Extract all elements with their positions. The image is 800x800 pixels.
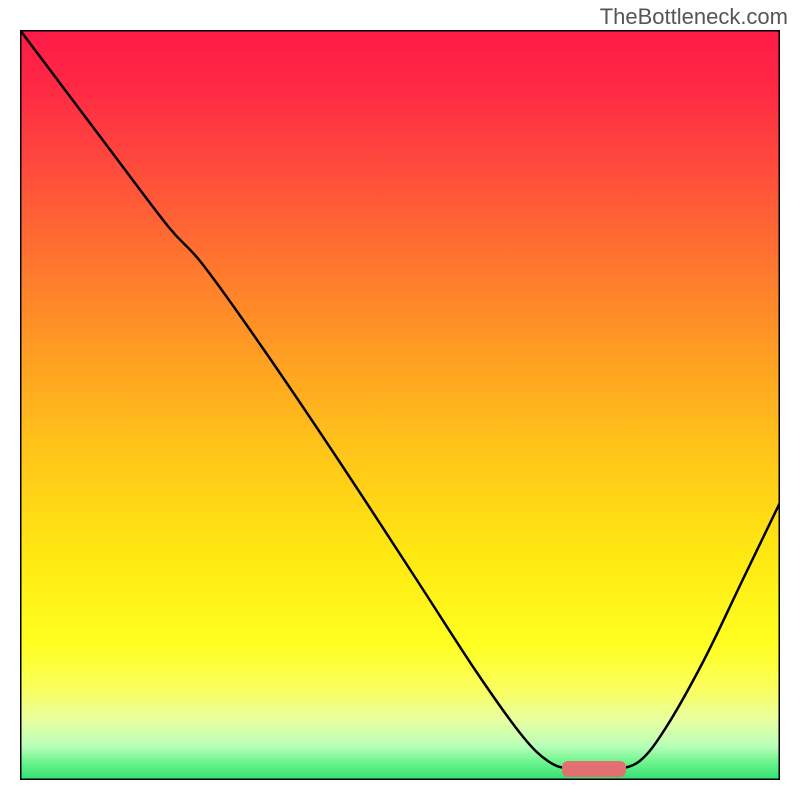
chart-curve xyxy=(20,30,780,780)
watermark-text: TheBottleneck.com xyxy=(600,4,788,30)
optimal-marker xyxy=(562,761,627,778)
bottleneck-chart xyxy=(20,30,780,780)
